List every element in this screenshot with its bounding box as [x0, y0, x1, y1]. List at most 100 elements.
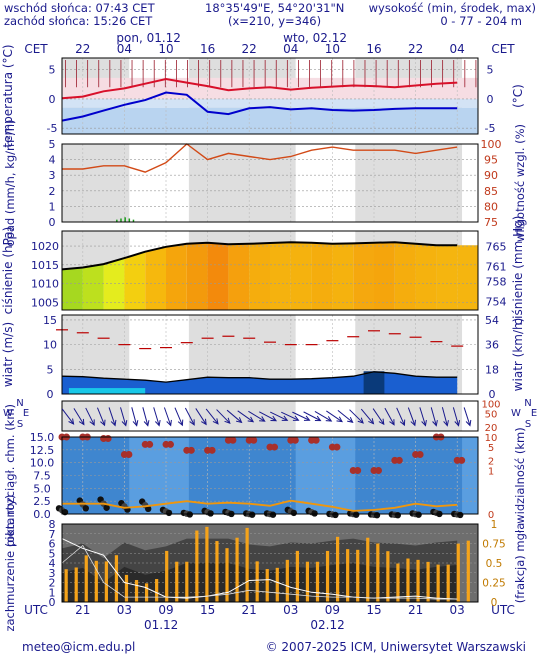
fog-ytick: 0 [491, 597, 498, 609]
wind-arrow-head [247, 416, 255, 423]
pressure-area [290, 242, 312, 310]
compass-s-right: S [525, 419, 531, 430]
wind-arrow-head [389, 419, 395, 426]
wind-arrow-shaft [259, 411, 276, 421]
wind-arrow [384, 407, 395, 426]
fog-bar [195, 530, 199, 602]
temp-ylabel-right: (°C) [511, 84, 525, 108]
cloud-ytick: 3 [49, 567, 56, 580]
wind-arrow-head [189, 419, 195, 426]
visibility-dot [354, 466, 362, 474]
timezone-top-right: CET [491, 42, 515, 56]
bottom-date-label: 02.12 [310, 618, 344, 632]
night-band [188, 144, 296, 222]
bottom-hour-label: 21 [75, 603, 90, 617]
wind-arrow [372, 408, 385, 426]
wind-calm-band [68, 388, 146, 394]
bottom-date-label: 01.12 [144, 618, 178, 632]
wind-arrow-shaft [226, 409, 242, 423]
temp-max-line [61, 77, 458, 100]
visibility-dot [333, 443, 341, 451]
wind-arrow [303, 411, 322, 422]
cloud-extent-dot [394, 512, 401, 519]
cloud-ytick: 7 [49, 528, 56, 541]
wind-arrow-shaft [384, 407, 395, 425]
top-hour-label: 16 [200, 42, 215, 56]
wind-arrow-shaft [174, 407, 183, 425]
temp-band-cool [62, 98, 478, 108]
cloud-extent-ytick: 0.0 [33, 508, 51, 521]
visibility-line [62, 499, 458, 512]
wind-arrow [430, 407, 438, 427]
pressure-area [353, 242, 374, 310]
wind-arrow [360, 408, 375, 425]
visibility-dot [146, 440, 154, 448]
top-hour-label: 22 [242, 42, 257, 56]
panel-frame [61, 523, 479, 603]
precip-ytick: 2 [49, 185, 56, 198]
cloud-white-line-2 [61, 544, 458, 600]
wind-arrow [205, 408, 219, 425]
top-hour-label: 16 [366, 42, 381, 56]
pressure-area [249, 243, 270, 310]
wind-arrow-head [68, 418, 75, 425]
compass-w-left: W [3, 408, 13, 419]
contact-email[interactable]: meteo@icm.edu.pl [22, 640, 136, 654]
wind-arrow-shaft [419, 407, 426, 425]
wind-arrow-shaft [73, 408, 84, 424]
night-bands [62, 58, 478, 602]
precip-ytick: 1 [49, 200, 56, 213]
pressure-area [270, 242, 291, 310]
fog-bar [446, 564, 450, 602]
bottom-hour-label: 03 [117, 603, 132, 617]
pressure-area [124, 251, 146, 310]
compass-e-left: E [23, 408, 29, 419]
wind-arrow-shaft [337, 409, 353, 423]
fog-bar [74, 567, 78, 602]
temp-ylabel-left: temperatura (°C) [1, 44, 15, 147]
wind-arrow-head [89, 419, 95, 426]
cloud-extent-ytick: 10.0 [30, 457, 55, 470]
fog-bar [346, 549, 350, 602]
cloud-extent-dot [353, 511, 360, 518]
pressure-area [394, 242, 416, 310]
wind-arrow-shaft [108, 407, 116, 425]
wind-arrow-head [212, 418, 219, 425]
pressure-ytick-right: 758 [486, 275, 507, 288]
cloud-extent-dot [82, 505, 90, 512]
copyright-text: © 2007-2025 ICM, Uniwersytet Warszawski [265, 640, 526, 654]
pressure-ytick-left: 1010 [31, 278, 59, 291]
top-hour-label: 22 [408, 42, 423, 56]
wind-arrow-shaft [205, 408, 218, 424]
humidity-ytick: 85 [484, 185, 498, 198]
bottom-hour-label: 03 [283, 603, 298, 617]
wind-arrow-head [177, 419, 184, 427]
wind-speed-area [62, 371, 458, 394]
top-hour-label: 04 [450, 42, 465, 56]
top-hour-label: 10 [158, 42, 173, 56]
visibility-ytick: 50 [485, 410, 498, 421]
cloud-extent-ytick: 7.5 [33, 470, 51, 483]
pressure-ytick-right: 761 [486, 260, 507, 273]
temp-ytick-right: 0 [487, 93, 494, 106]
fog-bar [406, 558, 410, 602]
wind-strong-block [363, 371, 385, 394]
fog-bar [64, 569, 68, 602]
cloud-ytick: 0 [49, 596, 56, 609]
compass-n-right: N [524, 398, 531, 409]
fog-bar [265, 569, 269, 602]
fog-bar [295, 550, 299, 602]
wind-arrow-head [143, 420, 150, 427]
pressure-area [332, 243, 354, 310]
visibility-dot [395, 456, 403, 464]
wind-arrow-shaft [372, 408, 384, 424]
wind-arrow [120, 407, 128, 427]
wind-arrow-head [443, 420, 449, 427]
wind-arrow-shaft [120, 407, 127, 425]
cloud-ytick: 6 [49, 538, 56, 551]
wind-arrow [174, 407, 184, 427]
wind-arrow-head [357, 417, 364, 424]
fog-ytick: 0.75 [482, 539, 505, 551]
top-date-label: pon, 01.12 [116, 31, 181, 45]
pressure-area [457, 245, 478, 310]
